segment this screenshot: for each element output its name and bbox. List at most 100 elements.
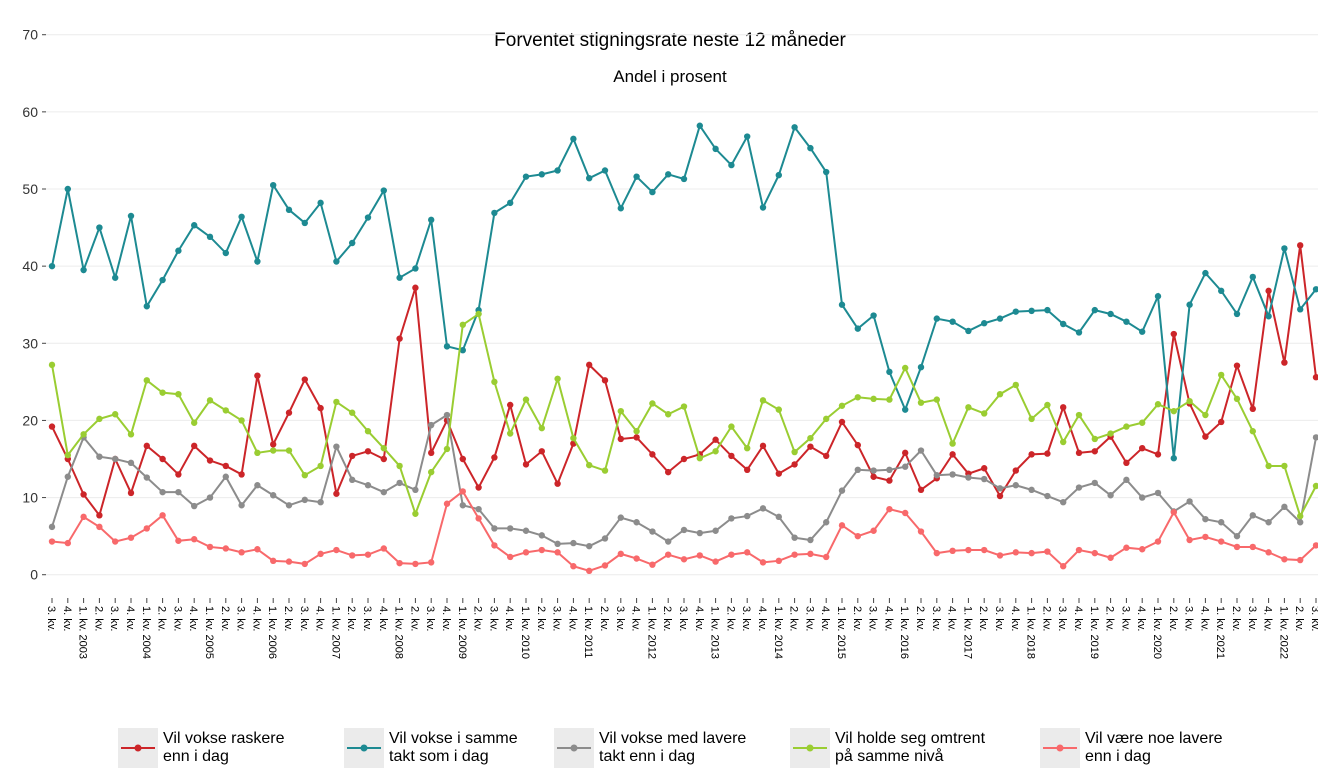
point xyxy=(333,258,340,265)
point xyxy=(443,343,451,350)
point xyxy=(775,406,782,413)
point xyxy=(649,561,656,568)
point xyxy=(380,445,387,452)
point xyxy=(1202,533,1209,541)
point xyxy=(191,502,198,510)
point xyxy=(127,489,135,497)
point xyxy=(1107,430,1114,437)
point xyxy=(1265,462,1272,470)
point xyxy=(112,538,119,545)
point xyxy=(48,262,56,270)
point xyxy=(222,545,229,552)
series-line xyxy=(51,312,1317,519)
point xyxy=(1091,448,1099,455)
point xyxy=(823,168,830,176)
x-tick-label: 2. kv. xyxy=(661,606,673,631)
point xyxy=(570,563,577,570)
point xyxy=(475,505,482,513)
x-tick-label: 2. kv. xyxy=(282,606,294,631)
point xyxy=(759,397,767,404)
x-tick-label: 1. kv. 2004 xyxy=(140,606,152,659)
point xyxy=(601,535,609,542)
point xyxy=(364,214,372,221)
x-tick-label: 1. kv. 2003 xyxy=(77,606,89,659)
point xyxy=(175,471,182,478)
point xyxy=(949,440,956,447)
x-tick-label: 2. kv. xyxy=(408,606,420,631)
point xyxy=(1218,287,1225,295)
point xyxy=(507,430,514,437)
point xyxy=(1139,546,1146,553)
point xyxy=(1218,519,1225,526)
y-tick-label: 40 xyxy=(22,258,38,274)
point xyxy=(206,397,214,404)
point xyxy=(696,529,703,537)
point xyxy=(1060,563,1067,570)
point xyxy=(1044,492,1051,500)
point xyxy=(159,389,166,396)
legend-key xyxy=(118,728,158,768)
x-tick-label: 3. kv. xyxy=(614,606,626,631)
point xyxy=(238,502,245,509)
chart-subtitle: Andel i prosent xyxy=(613,67,727,86)
point xyxy=(317,462,324,470)
point xyxy=(459,321,466,328)
point xyxy=(775,557,782,565)
x-tick-label: 4. kv. xyxy=(946,606,958,631)
point xyxy=(301,472,308,479)
point xyxy=(902,364,909,372)
x-tick-label: 2. kv. xyxy=(535,606,547,631)
point xyxy=(649,188,656,196)
point xyxy=(143,377,150,384)
point xyxy=(443,445,451,453)
point xyxy=(175,488,182,496)
point xyxy=(1312,374,1318,381)
x-tick-label: 2. kv. xyxy=(156,606,168,631)
point xyxy=(1281,359,1288,366)
point xyxy=(712,448,719,455)
point xyxy=(680,175,688,183)
point xyxy=(759,442,767,450)
x-tick-label: 3. kv. xyxy=(108,606,120,631)
point xyxy=(443,500,451,507)
point xyxy=(823,415,830,423)
legend-label: Vil holde seg omtrent på samme nivå xyxy=(835,730,986,765)
point xyxy=(1265,287,1272,295)
point xyxy=(949,547,956,554)
point xyxy=(617,205,624,212)
x-tick-label: 1. kv. 2013 xyxy=(709,606,721,659)
point xyxy=(965,546,972,554)
x-tick-label: 1. kv. 2016 xyxy=(898,606,910,659)
point xyxy=(64,539,72,547)
point xyxy=(96,415,103,423)
point xyxy=(301,376,308,383)
point xyxy=(96,224,103,231)
point xyxy=(396,559,403,567)
point xyxy=(349,476,356,484)
point xyxy=(633,428,640,435)
point xyxy=(1028,415,1035,423)
point xyxy=(364,482,372,489)
point xyxy=(712,527,719,534)
point xyxy=(665,551,672,558)
x-tick-label: 4. kv. xyxy=(819,606,831,631)
x-tick-label: 4. kv. xyxy=(566,606,578,631)
x-tick-label: 1. kv. 2019 xyxy=(1088,606,1100,659)
legend-key xyxy=(1040,728,1080,768)
point xyxy=(112,274,119,281)
point xyxy=(696,455,703,462)
point xyxy=(538,546,545,554)
point xyxy=(96,512,103,519)
point xyxy=(633,519,640,526)
legend-item: Vil holde seg omtrent på samme nivå xyxy=(790,728,985,768)
point xyxy=(1202,411,1209,419)
point xyxy=(443,411,451,419)
point xyxy=(617,407,624,415)
point xyxy=(744,512,751,520)
x-tick-label: 2. kv. xyxy=(851,606,863,631)
point xyxy=(617,514,624,521)
point xyxy=(1060,499,1067,506)
x-tick-label: 2. kv. xyxy=(977,606,989,631)
point xyxy=(428,468,435,476)
point xyxy=(1170,407,1178,415)
